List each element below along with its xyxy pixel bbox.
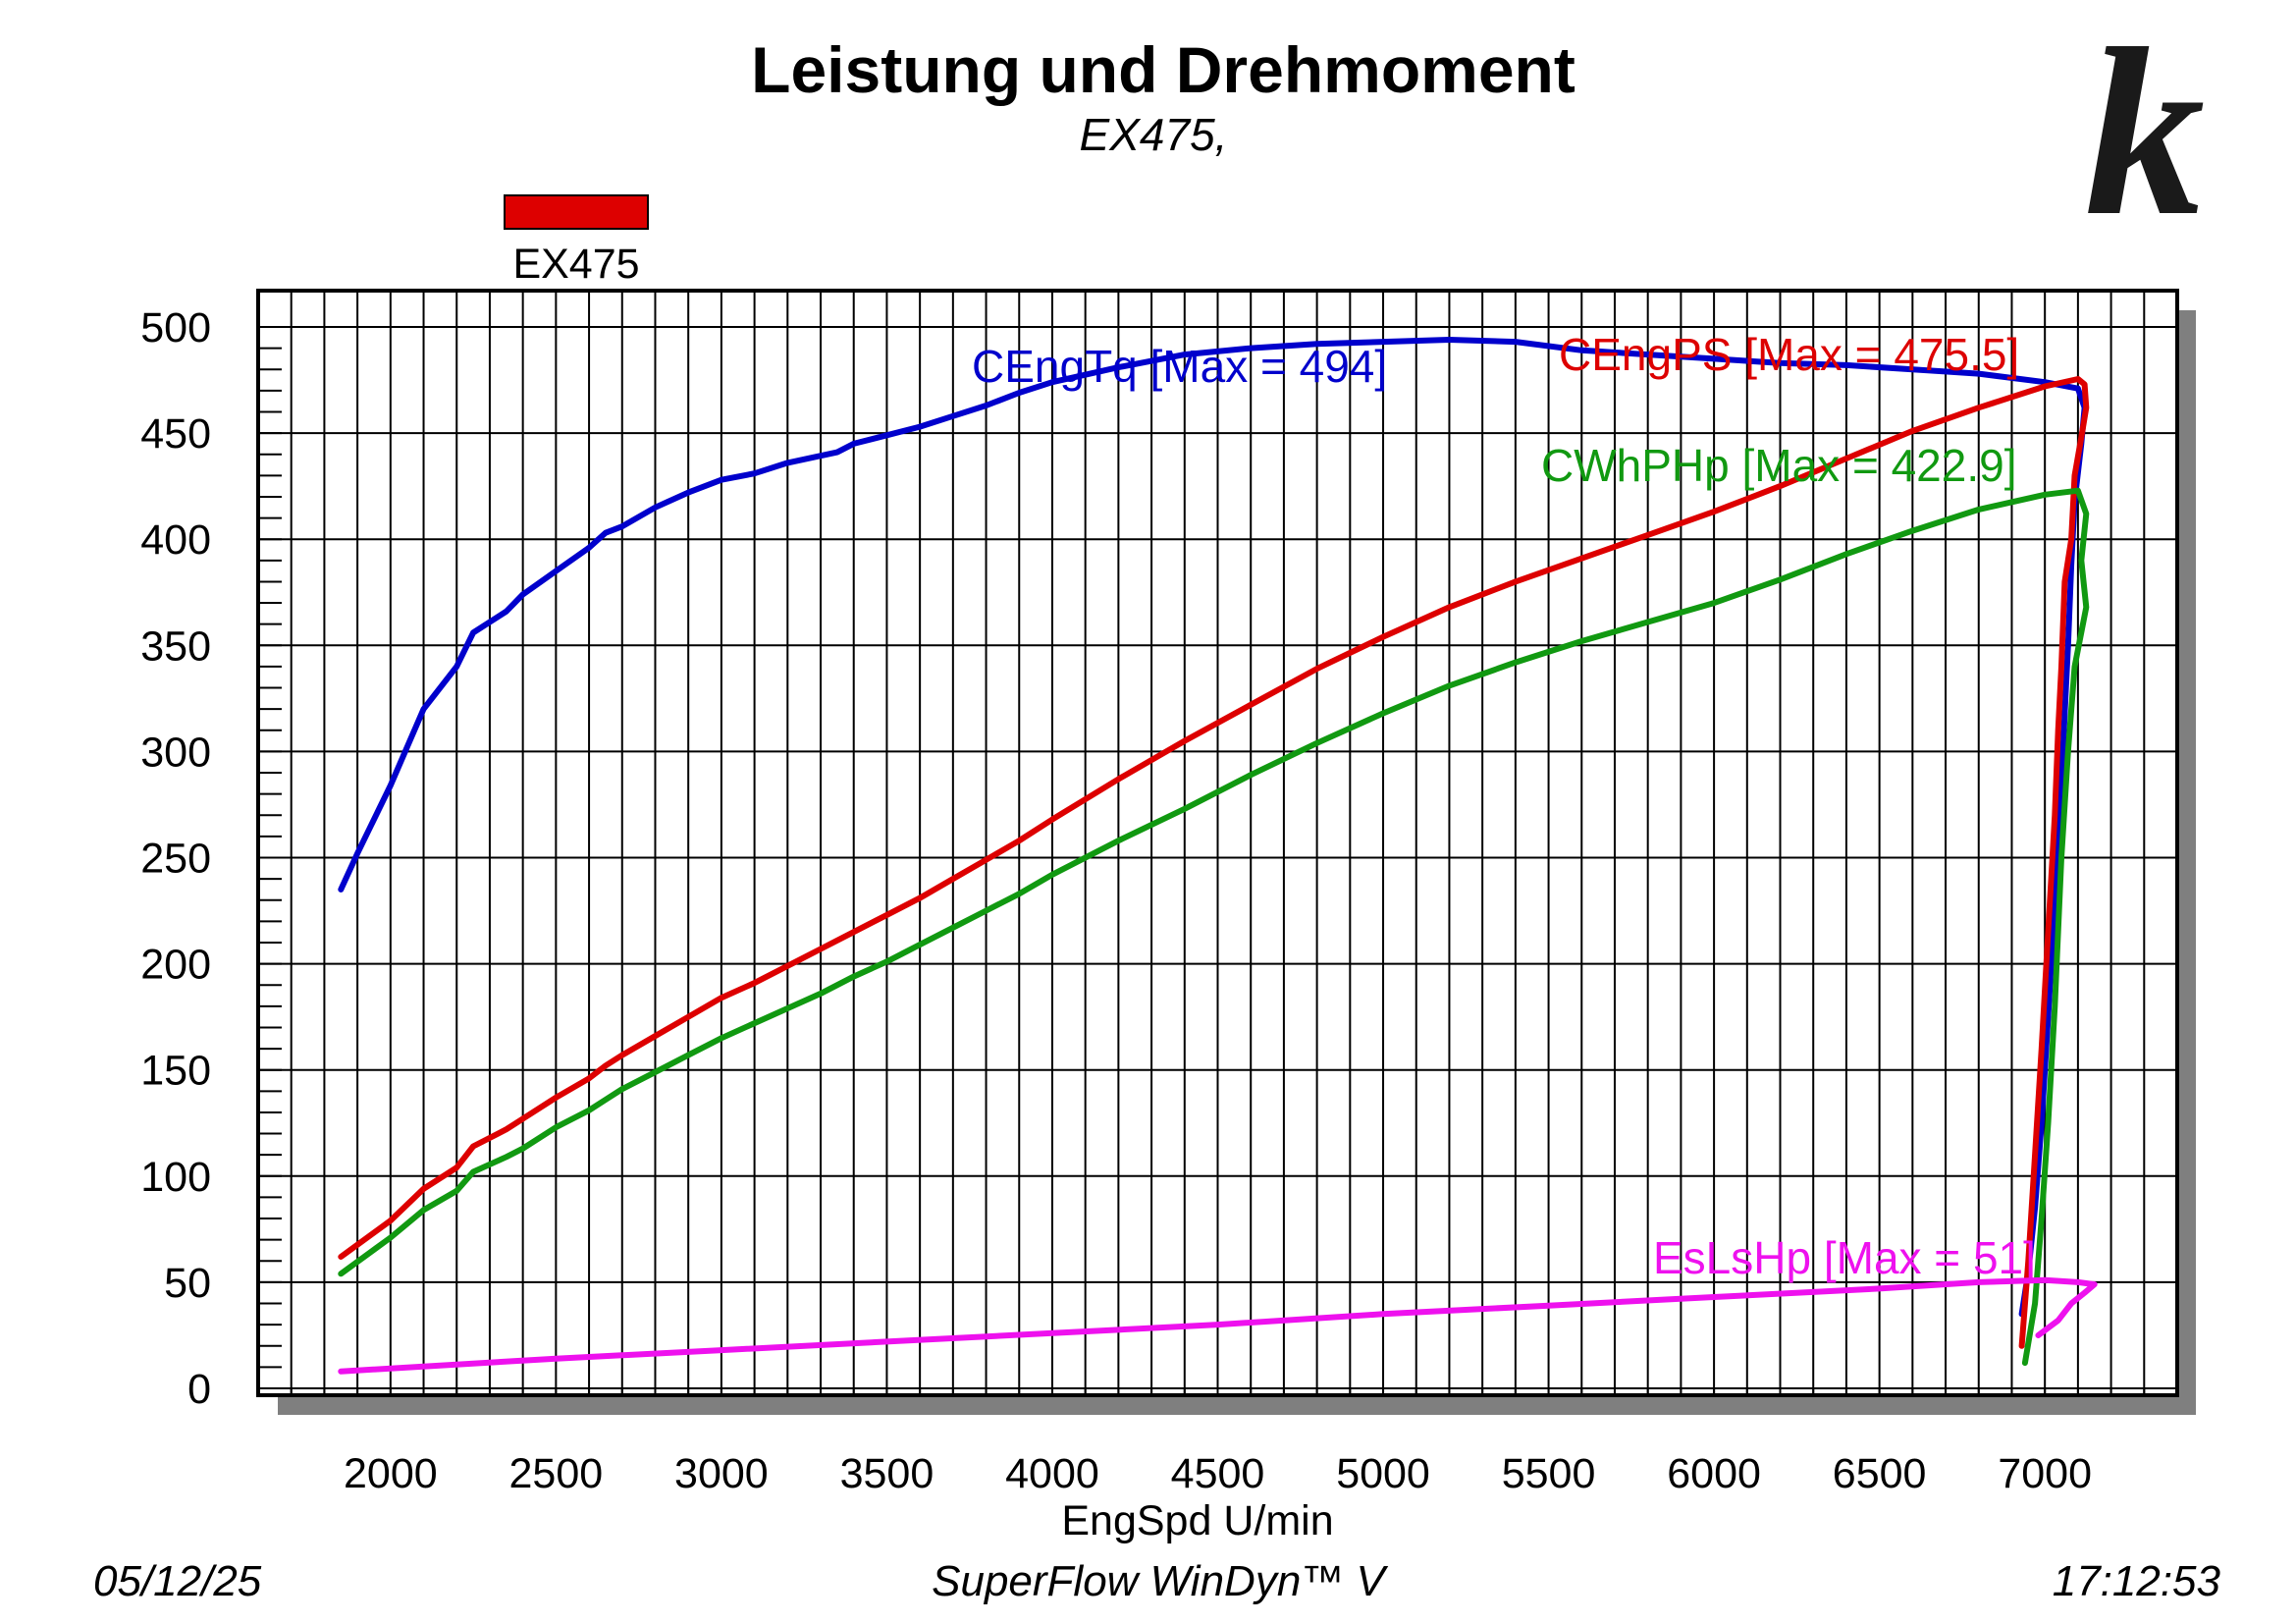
x-tick-label: 6500 xyxy=(1833,1450,1927,1497)
chart-subtitle: EX475, xyxy=(1080,109,1228,160)
legend-swatch xyxy=(504,194,649,230)
x-tick-label: 2500 xyxy=(509,1450,604,1497)
legend: EX475 xyxy=(504,194,649,288)
y-tick-label: 450 xyxy=(140,410,211,458)
chart-title: Leistung und Drehmoment xyxy=(751,33,1575,106)
series-line-eslshp xyxy=(338,1276,2098,1375)
y-tick-label: 500 xyxy=(140,304,211,352)
x-tick-label: 4500 xyxy=(1171,1450,1265,1497)
series-lines xyxy=(338,337,2098,1375)
y-tick-label: 350 xyxy=(140,623,211,670)
x-tick-label: 3000 xyxy=(674,1450,769,1497)
y-tick-label: 50 xyxy=(164,1260,211,1307)
x-tick-label: 2000 xyxy=(344,1450,438,1497)
x-tick-label: 5500 xyxy=(1502,1450,1596,1497)
k-logo: k xyxy=(2085,0,2206,265)
y-tick-label: 400 xyxy=(140,516,211,564)
y-tick-label: 200 xyxy=(140,942,211,989)
x-tick-labels: 2000 2500 3000 3500 4000 4500 5000 5500 6000 6500… xyxy=(344,1450,2092,1497)
y-tick-label: 300 xyxy=(140,729,211,776)
series-line-cengps xyxy=(338,376,2090,1349)
series-label-cengtq: CEngTq [Max = 494] xyxy=(972,341,1387,392)
y-tick-label: 250 xyxy=(140,836,211,883)
series-label-cengps: CEngPS [Max = 475.5] xyxy=(1559,329,2019,380)
series-label-eslshp: EsLsHp [Max = 51] xyxy=(1653,1232,2036,1283)
footer-software: SuperFlow WinDyn™ V xyxy=(932,1557,1388,1605)
x-tick-label: 3500 xyxy=(840,1450,934,1497)
x-tick-label: 6000 xyxy=(1667,1450,1761,1497)
y-tick-label: 100 xyxy=(140,1154,211,1201)
x-tick-label: 5000 xyxy=(1336,1450,1430,1497)
x-axis-label: EngSpd U/min xyxy=(1061,1497,1333,1544)
y-tick-label: 150 xyxy=(140,1048,211,1095)
series-label-cwhphp: CWhPHp [Max = 422.9] xyxy=(1541,440,2016,491)
y-tick-labels: 0 50 100 150 200 250 300 350 400 450 500 xyxy=(140,304,211,1413)
series-line-cengtq xyxy=(338,337,2088,1318)
y-tick-label: 0 xyxy=(187,1366,211,1413)
series-line-cwhphp xyxy=(338,487,2090,1367)
x-tick-label: 7000 xyxy=(1998,1450,2092,1497)
x-tick-label: 4000 xyxy=(1005,1450,1099,1497)
footer-date: 05/12/25 xyxy=(93,1557,262,1605)
logo-text: k xyxy=(2085,0,2206,265)
plot-frame xyxy=(256,289,2179,1397)
legend-label: EX475 xyxy=(512,241,639,288)
footer-time: 17:12:53 xyxy=(2053,1557,2221,1605)
